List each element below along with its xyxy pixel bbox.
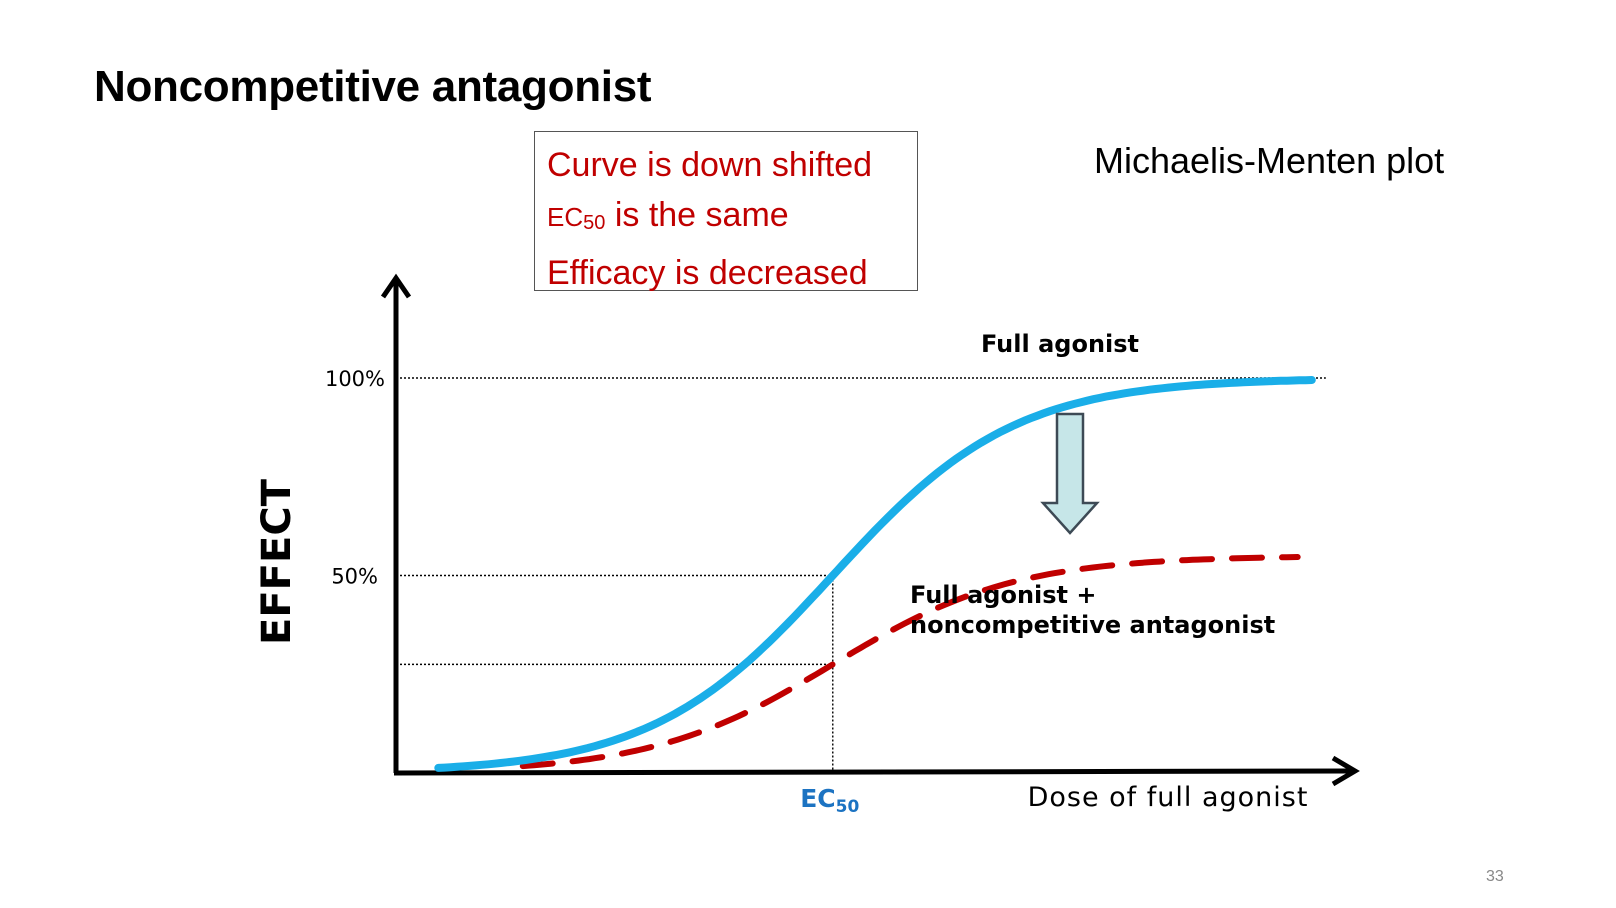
x-axis-label: Dose of full agonist [1028,782,1309,813]
x-axis-arrowhead [1331,755,1360,787]
slide-title: Noncompetitive antagonist [94,62,652,111]
series-label-antagonist-line2: noncompetitive antagonist [910,611,1275,639]
callout-line-efficacy: Efficacy is decreased [547,254,868,292]
callout-ec-subscript: 50 [583,212,606,234]
down-arrow-icon [1040,412,1100,535]
callout-ec-rest: is the same [605,196,789,234]
summary-callout-box: Curve is down shifted EC50 is the same E… [534,131,918,292]
plot-type-label: Michaelis-Menten plot [1094,140,1445,181]
ec50-label-sub: 50 [836,797,860,817]
y-axis-arrowhead [380,273,412,299]
page-number: 33 [1486,868,1504,885]
callout-ec-prefix: EC [547,202,584,232]
y-tick-label-100: 100% [325,367,385,391]
efficacy-decrease-arrow [1040,412,1100,535]
y-axis-label: EFFECT [254,478,300,645]
series-antagonist-curve [519,554,1301,770]
callout-line-ec50: EC50 is the same [547,190,917,248]
series-full-agonist-curve [434,376,1316,772]
x-axis-line [393,768,1353,776]
x-marker-ec50-label: EC50 [800,784,859,817]
series-label-full-agonist: Full agonist [981,330,1139,358]
series-label-antagonist-line1: Full agonist + [910,581,1097,609]
ec50-label-main: EC [800,784,835,813]
callout-line-shift: Curve is down shifted [547,146,873,184]
y-tick-label-50: 50% [331,565,378,589]
